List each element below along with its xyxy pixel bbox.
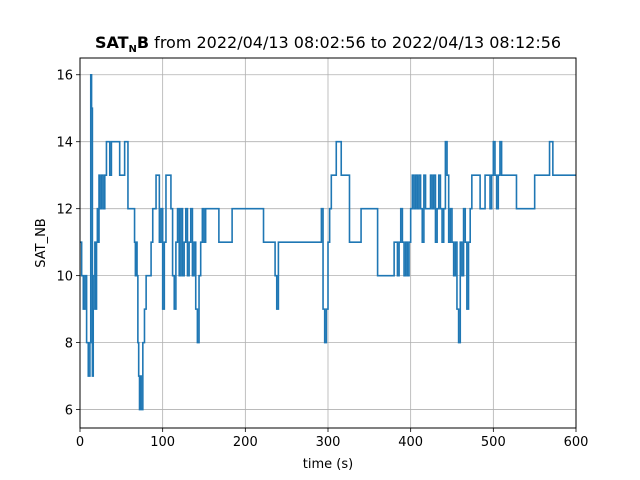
x-tick-label: 600 (564, 435, 589, 450)
y-tick-label: 8 (65, 337, 73, 352)
ticks: 0 100 200 300 400 500 600 6 8 10 12 14 16 (56, 69, 588, 450)
x-tick-label: 400 (398, 435, 423, 450)
x-tick-label: 300 (316, 435, 341, 450)
y-tick-label: 14 (56, 136, 73, 151)
title-rest: from 2022/04/13 08:02:56 to 2022/04/13 0… (149, 33, 561, 52)
x-tick-label: 200 (233, 435, 258, 450)
series-line (80, 73, 576, 411)
title-main: SAT (95, 33, 129, 52)
y-axis-label: SAT_NB (34, 218, 49, 267)
x-tick-label: 100 (150, 435, 175, 450)
y-tick-label: 10 (56, 270, 73, 285)
y-tick-label: 12 (56, 203, 73, 218)
chart-title: SATNB from 2022/04/13 08:02:56 to 2022/0… (95, 33, 561, 55)
series-group (80, 73, 576, 411)
x-axis-label: time (s) (303, 457, 353, 472)
x-tick-label: 0 (76, 435, 84, 450)
x-tick-label: 500 (481, 435, 506, 450)
title-subscript: N (129, 44, 137, 55)
y-tick-label: 16 (56, 69, 73, 84)
title-tail: B (137, 33, 149, 52)
y-tick-label: 6 (65, 404, 73, 419)
